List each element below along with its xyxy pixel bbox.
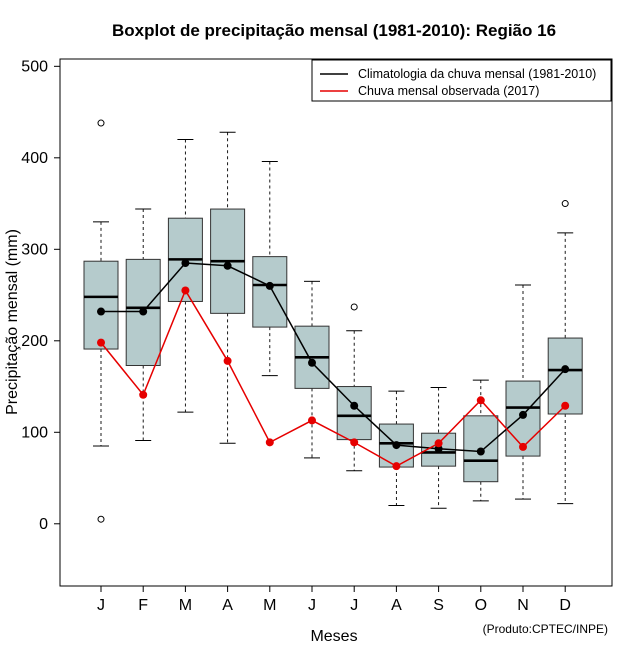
series-point-climatology — [223, 261, 232, 270]
x-tick-label: N — [517, 597, 529, 614]
y-axis: 0 100 200 300 400 500 — [21, 58, 60, 533]
x-tick-label: M — [179, 597, 192, 614]
x-tick-label: A — [222, 597, 233, 614]
outlier-point — [561, 200, 569, 208]
series-point-climatology — [476, 447, 485, 456]
legend-label-climatology: Climatologia da chuva mensal (1981-2010) — [358, 67, 596, 81]
series-point-climatology — [308, 358, 316, 367]
series-point-climatology — [392, 441, 401, 450]
chart-title: Boxplot de precipitação mensal (1981-201… — [112, 21, 556, 40]
x-tick-label: A — [391, 597, 402, 614]
series-point-observed — [434, 439, 443, 448]
series-point-climatology — [350, 401, 359, 410]
x-tick-label: M — [263, 597, 276, 614]
series-point-climatology — [97, 307, 105, 316]
boxes — [83, 119, 583, 523]
y-tick-label: 100 — [21, 424, 48, 441]
series-point-climatology — [434, 444, 443, 453]
series-point-observed — [561, 401, 570, 410]
series-point-climatology — [139, 307, 148, 316]
series-point-observed — [265, 438, 274, 447]
x-tick-label: J — [308, 597, 316, 614]
y-tick-label: 400 — [21, 150, 48, 167]
y-axis-label: Precipitação mensal (mm) — [4, 229, 21, 415]
x-tick-label: D — [559, 597, 571, 614]
series-point-observed — [181, 286, 190, 295]
series-point-climatology — [265, 281, 274, 290]
box-iqr — [252, 256, 288, 328]
series-point-observed — [476, 396, 485, 405]
series-point-climatology — [181, 259, 190, 268]
credit-text: (Produto:CPTEC/INPE) — [483, 622, 608, 636]
box-iqr — [83, 260, 119, 350]
outlier-point — [97, 515, 105, 523]
y-tick-label: 200 — [21, 333, 48, 350]
outlier-point — [97, 119, 105, 127]
series-point-observed — [392, 462, 401, 471]
legend-box — [311, 59, 612, 102]
series-point-climatology — [519, 410, 527, 419]
y-tick-label: 500 — [21, 58, 48, 75]
x-tick-label: F — [138, 597, 148, 614]
plot-frame — [59, 58, 613, 587]
series-point-observed — [97, 338, 105, 347]
box-iqr — [547, 337, 583, 415]
legend: Climatologia da chuva mensal (1981-2010)… — [311, 59, 612, 102]
x-tick-label: J — [97, 597, 105, 614]
series-point-observed — [519, 442, 527, 451]
x-tick-label: S — [433, 597, 444, 614]
series-point-climatology — [561, 365, 570, 374]
series-line-observed — [100, 288, 566, 468]
x-tick-label: J — [350, 597, 358, 614]
outlier-point — [350, 303, 358, 311]
x-axis-label: Meses — [310, 628, 357, 645]
series-line-climatology — [101, 262, 566, 453]
y-tick-label: 0 — [39, 516, 48, 533]
series-point-observed — [350, 438, 359, 447]
series-point-observed — [223, 356, 232, 365]
series-point-observed — [308, 416, 316, 425]
y-tick-label: 300 — [21, 241, 48, 258]
legend-label-observed: Chuva mensal observada (2017) — [358, 84, 539, 98]
box-iqr — [336, 386, 372, 441]
x-tick-label: O — [475, 597, 487, 614]
series-point-observed — [139, 390, 148, 399]
series-lines — [97, 259, 570, 471]
